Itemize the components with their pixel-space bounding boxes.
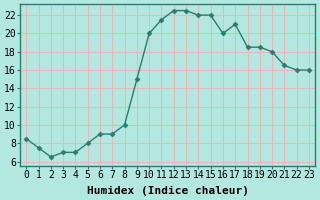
X-axis label: Humidex (Indice chaleur): Humidex (Indice chaleur): [87, 186, 249, 196]
